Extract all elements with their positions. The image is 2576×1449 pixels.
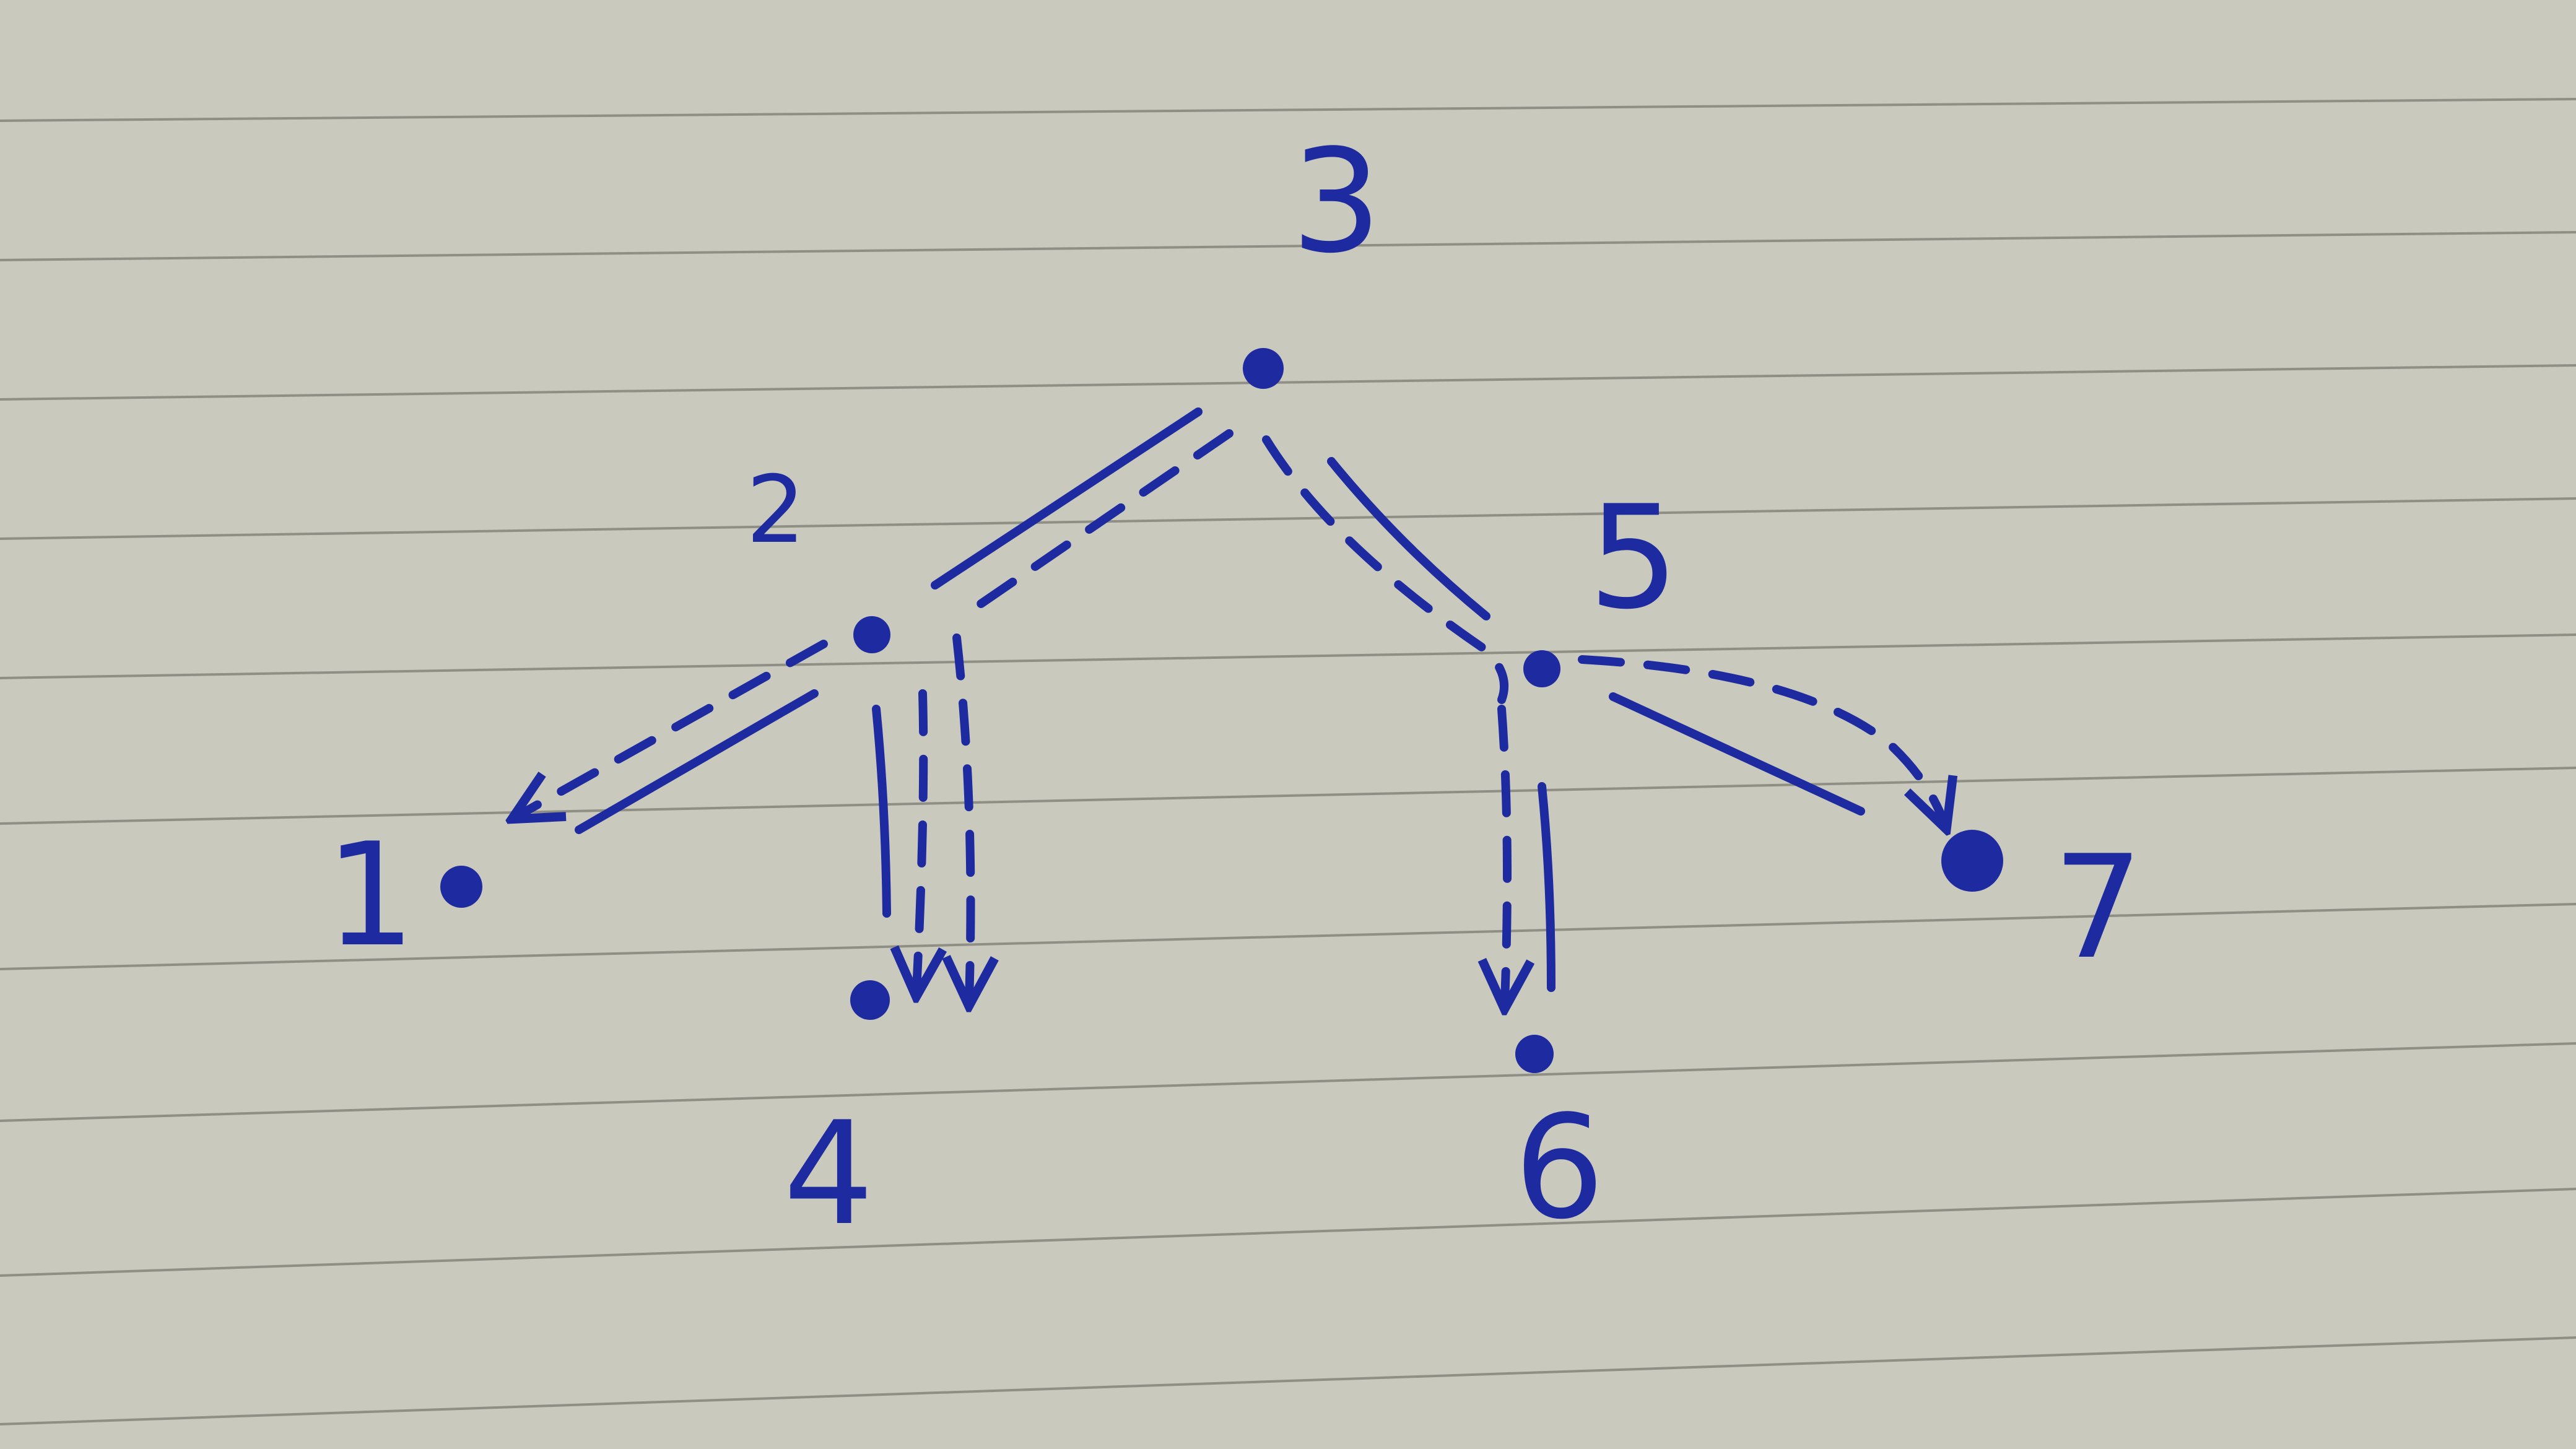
node-4 bbox=[850, 980, 890, 1020]
edge-3-5-solid bbox=[1327, 457, 1490, 620]
rule-line bbox=[0, 633, 2576, 679]
edge-2-1-dashed-arrow bbox=[517, 640, 828, 816]
rule-line bbox=[0, 364, 2576, 401]
ruled-lines bbox=[0, 98, 2576, 1425]
edge-3-2-solid bbox=[931, 407, 1203, 590]
rule-line bbox=[0, 1042, 2576, 1122]
rule-line bbox=[0, 767, 2576, 825]
rule-line bbox=[0, 497, 2576, 540]
rule-line bbox=[0, 231, 2576, 261]
node-label-3: 3 bbox=[1291, 120, 1382, 285]
edge-3-5-dashed bbox=[1262, 435, 1509, 704]
node-label-7: 7 bbox=[2053, 825, 2143, 991]
rule-line bbox=[0, 903, 2576, 970]
node-6 bbox=[1515, 1035, 1554, 1073]
rule-line bbox=[0, 1336, 2576, 1425]
edge-2-1-solid bbox=[575, 689, 819, 834]
edge-5-7-dashed-arrow bbox=[1578, 655, 1944, 824]
edge-5-6-solid bbox=[1538, 782, 1556, 992]
rule-line bbox=[0, 1188, 2576, 1277]
node-label-2: 2 bbox=[746, 456, 805, 564]
node-1 bbox=[440, 866, 482, 908]
node-5 bbox=[1523, 650, 1560, 687]
node-label-6: 6 bbox=[1514, 1086, 1604, 1251]
edge-5-6-dashed-arrow bbox=[1502, 705, 1507, 1003]
node-label-1: 1 bbox=[325, 813, 416, 978]
node-label-4: 4 bbox=[783, 1092, 874, 1257]
node-7 bbox=[1941, 830, 2003, 892]
edge-2-4-dashed-arrow-a bbox=[916, 689, 923, 991]
edge-5-7-solid bbox=[1609, 692, 1865, 816]
node-label-5: 5 bbox=[1588, 476, 1679, 641]
node-2 bbox=[853, 616, 890, 653]
edge-2-4-solid bbox=[872, 705, 891, 918]
node-3 bbox=[1243, 348, 1284, 389]
rule-line bbox=[0, 98, 2576, 122]
edge-3-2-dashed bbox=[959, 429, 1234, 620]
